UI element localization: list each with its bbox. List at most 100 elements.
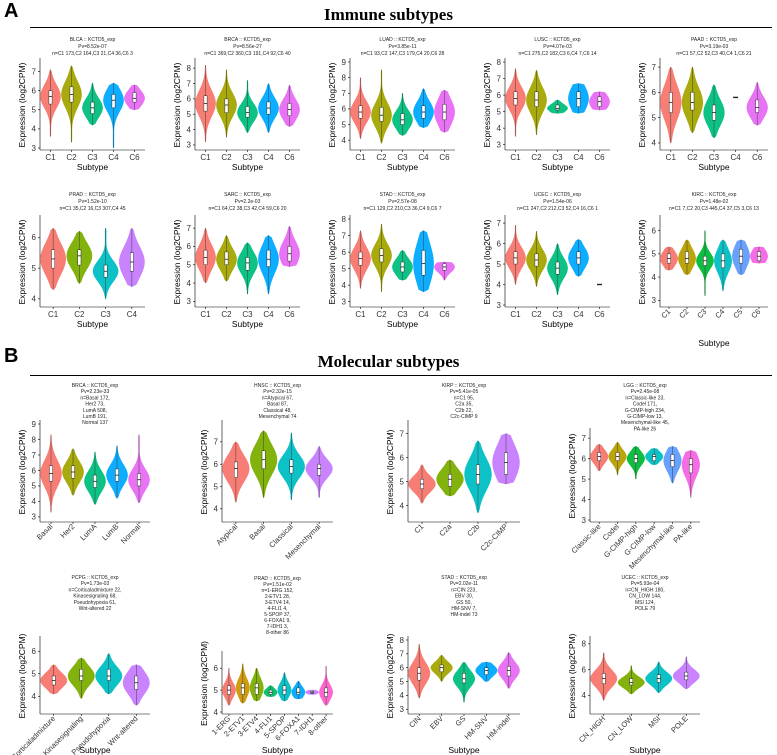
x-axis-label: Subtype: [542, 319, 573, 329]
panel-title-line: Wnt-altered 22: [79, 606, 112, 612]
y-tick-label: 5: [342, 264, 347, 273]
x-tick-label: C6: [129, 153, 140, 162]
y-tick-label: 3: [32, 513, 37, 522]
violin-box: [254, 683, 259, 695]
panel-title-line: Pv=1.48e-02: [700, 199, 729, 205]
x-tick-label: C3: [397, 153, 408, 162]
x-axis-label: Subtype: [629, 745, 660, 755]
y-tick-label: 8: [187, 64, 192, 73]
y-axis-label: Expression (log2CPM): [482, 62, 492, 147]
x-tick-label: C4: [418, 153, 429, 162]
violin-box: [296, 687, 301, 695]
panel-title-line: LUSC :: KCTD5_exp: [534, 37, 580, 43]
x-tick-label: C6: [284, 310, 295, 319]
panel-title-line: C2a 35,: [455, 402, 473, 408]
y-tick-label: 4: [214, 708, 219, 717]
panel-title-line: Pv=1.52e-10: [78, 199, 107, 205]
y-tick-label: 4: [342, 136, 347, 145]
violin-box: [534, 91, 539, 107]
y-tick-label: 5: [214, 686, 219, 695]
y-axis-label: Expression (log2CPM): [567, 633, 577, 718]
y-tick-label: 5: [32, 482, 37, 491]
panel-title-line: n=C1 35,C2 16,C3 307,C4 45: [59, 206, 125, 212]
y-axis-label: Expression (log2CPM): [327, 219, 337, 304]
panel-title-line: Pv=5.41e-05: [450, 389, 479, 395]
panel-title-line: POLE 79: [635, 606, 656, 612]
y-tick-label: 6: [32, 466, 37, 475]
panel-title-line: STAD :: KCTD5_exp: [380, 192, 426, 198]
violin-panel-15: PCPG :: KCTD5_expPv=1.73e-03n=Corticalad…: [10, 575, 150, 755]
violin-box: [317, 463, 321, 476]
x-tick-label: C1: [355, 310, 366, 319]
panel-title-line: n=C1 247,C2 212,C3 52,C4 16,C6 1: [517, 206, 598, 212]
y-tick-label: 8: [342, 215, 347, 224]
y-tick-label: 6: [32, 647, 37, 656]
panel-title-line: n=Basal 172,: [80, 395, 109, 401]
y-axis-label: Expression (log2CPM): [637, 62, 647, 147]
panel-title-line: HM-SNV 7,: [451, 606, 476, 612]
panel-title-line: 2-ETV1 28,: [265, 594, 290, 600]
violin-box: [245, 257, 250, 271]
x-tick-label: C3: [397, 310, 408, 319]
x-tick-label: C1: [355, 153, 366, 162]
panel-title-line: BLCA :: KCTD5_exp: [70, 37, 116, 43]
y-tick-label: 7: [400, 429, 405, 438]
y-axis-label: Expression (log2CPM): [567, 433, 577, 518]
y-axis-label: Expression (log2CPM): [172, 62, 182, 147]
x-tick-label: HM-indel: [485, 714, 513, 742]
panel-title-line: LGG :: KCTD5_exp: [623, 383, 667, 389]
y-tick-label: 5: [32, 106, 37, 115]
x-tick-label: C2a: [437, 521, 454, 538]
panel-title-line: 8-other 86: [266, 630, 289, 636]
x-tick-label: C3: [709, 153, 720, 162]
x-axis-label: Subtype: [698, 338, 729, 348]
x-tick-label: C6: [749, 307, 762, 320]
violin-box: [421, 250, 426, 276]
violin-box: [439, 664, 444, 673]
panel-title-line: Pv=2.57e-08: [388, 199, 417, 205]
violin-box: [241, 683, 245, 695]
y-axis-label: Expression (log2CPM): [199, 429, 209, 514]
y-tick-label: 7: [214, 438, 219, 447]
violin-box: [484, 667, 489, 675]
panel-title-line: Pv=2.23e-33: [81, 389, 110, 395]
y-tick-label: 5: [32, 670, 37, 679]
x-tick-label: C6: [752, 153, 763, 162]
y-axis-label: Expression (log2CPM): [172, 219, 182, 304]
violin-box: [685, 251, 689, 264]
x-tick-label: C2: [66, 153, 77, 162]
y-tick-label: 7: [497, 74, 502, 83]
y-tick-label: 5: [497, 260, 502, 269]
x-tick-label: C1: [200, 153, 211, 162]
panel-title-line: Codel 171,: [633, 402, 657, 408]
y-axis-label: Expression (log2CPM): [17, 429, 27, 514]
x-tick-label: EBV: [428, 714, 445, 731]
panel-title-line: UCEC :: KCTD5_exp: [622, 575, 669, 581]
x-axis-label: Subtype: [262, 745, 293, 755]
y-tick-label: 7: [32, 67, 37, 76]
panel-title-line: Pv=2.45e-08: [631, 389, 660, 395]
x-tick-label: C2: [531, 153, 542, 162]
y-tick-label: 3: [187, 141, 192, 150]
panel-title-line: Pv=2.32e-15: [263, 389, 292, 395]
section-b-rule: [30, 375, 772, 376]
panel-title-line: n=Atypical 67,: [262, 395, 294, 401]
y-tick-label: 7: [400, 650, 405, 659]
panel-title-line: Pv=1.54e-06: [543, 199, 572, 205]
x-tick-label: Classical: [267, 522, 295, 550]
violin-box: [224, 251, 229, 265]
y-tick-label: 8: [342, 73, 347, 82]
x-tick-label: C4: [263, 153, 274, 162]
y-axis-label: Expression (log2CPM): [482, 219, 492, 304]
x-tick-label: C2: [74, 310, 85, 319]
y-tick-label: 4: [652, 273, 657, 282]
section-b-letter: B: [4, 345, 19, 367]
panel-title-line: 4-FLI1 4,: [267, 606, 287, 612]
panel-title-line: Pv=2.2e-03: [235, 199, 261, 205]
